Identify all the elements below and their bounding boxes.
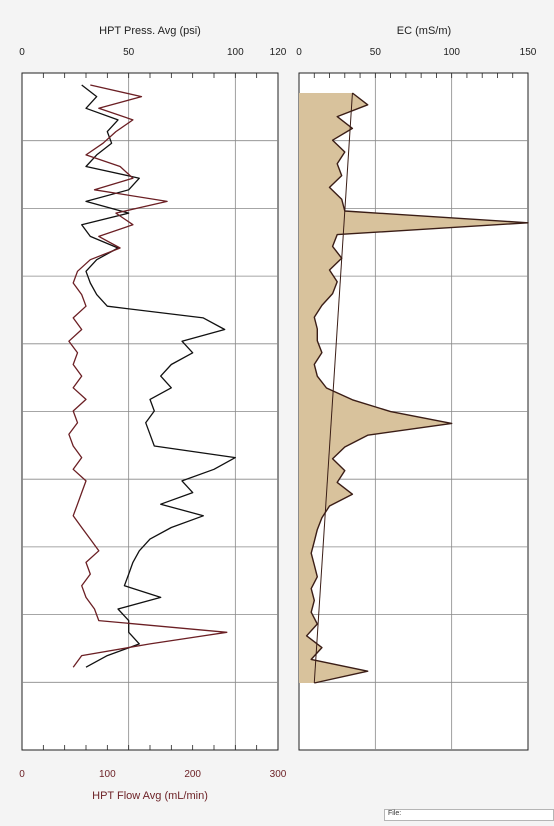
hpt-series-line-1 bbox=[68, 84, 228, 668]
hpt-panel: 0 50 100 120 0 100 200 300 HPT Press. Avg (psi… bbox=[19, 25, 287, 802]
hpt-flow-tick-label: 100 bbox=[99, 769, 116, 780]
hpt-press-tick-label: 100 bbox=[227, 47, 244, 58]
hpt-flow-tick-label: 0 bbox=[19, 769, 25, 780]
ec-panel: 0 50 100 150 EC (mS/m) bbox=[296, 25, 537, 751]
hpt-grid bbox=[22, 73, 278, 750]
ec-tick-label: 150 bbox=[520, 47, 537, 58]
hpt-press-tick-label: 0 bbox=[19, 47, 25, 58]
hpt-press-ticks: 0 50 100 120 bbox=[19, 47, 287, 78]
hpt-flow-tick-label: 200 bbox=[184, 769, 201, 780]
hpt-press-axis-label: HPT Press. Avg (psi) bbox=[99, 25, 201, 37]
ec-tick-label: 50 bbox=[370, 47, 382, 58]
ec-tick-label: 0 bbox=[296, 47, 302, 58]
ec-tick-label: 100 bbox=[443, 47, 460, 58]
ec-trend-line bbox=[313, 92, 353, 684]
hpt-series bbox=[68, 84, 236, 668]
file-info-box: File: bbox=[384, 809, 554, 821]
ec-line bbox=[305, 92, 529, 684]
ec-area-fill bbox=[299, 93, 528, 683]
ec-ticks: 0 50 100 150 bbox=[296, 47, 537, 78]
ec-axis-label: EC (mS/m) bbox=[397, 25, 451, 37]
hpt-press-tick-label: 120 bbox=[270, 47, 287, 58]
hpt-flow-tick-label: 300 bbox=[270, 769, 287, 780]
hpt-flow-ticks: 0 100 200 300 bbox=[19, 745, 287, 780]
ec-series bbox=[299, 92, 529, 684]
hpt-flow-axis-label: HPT Flow Avg (mL/min) bbox=[92, 790, 208, 802]
hpt-series-line-0 bbox=[81, 84, 236, 668]
hpt-press-tick-label: 50 bbox=[123, 47, 135, 58]
file-label: File: bbox=[388, 810, 402, 817]
